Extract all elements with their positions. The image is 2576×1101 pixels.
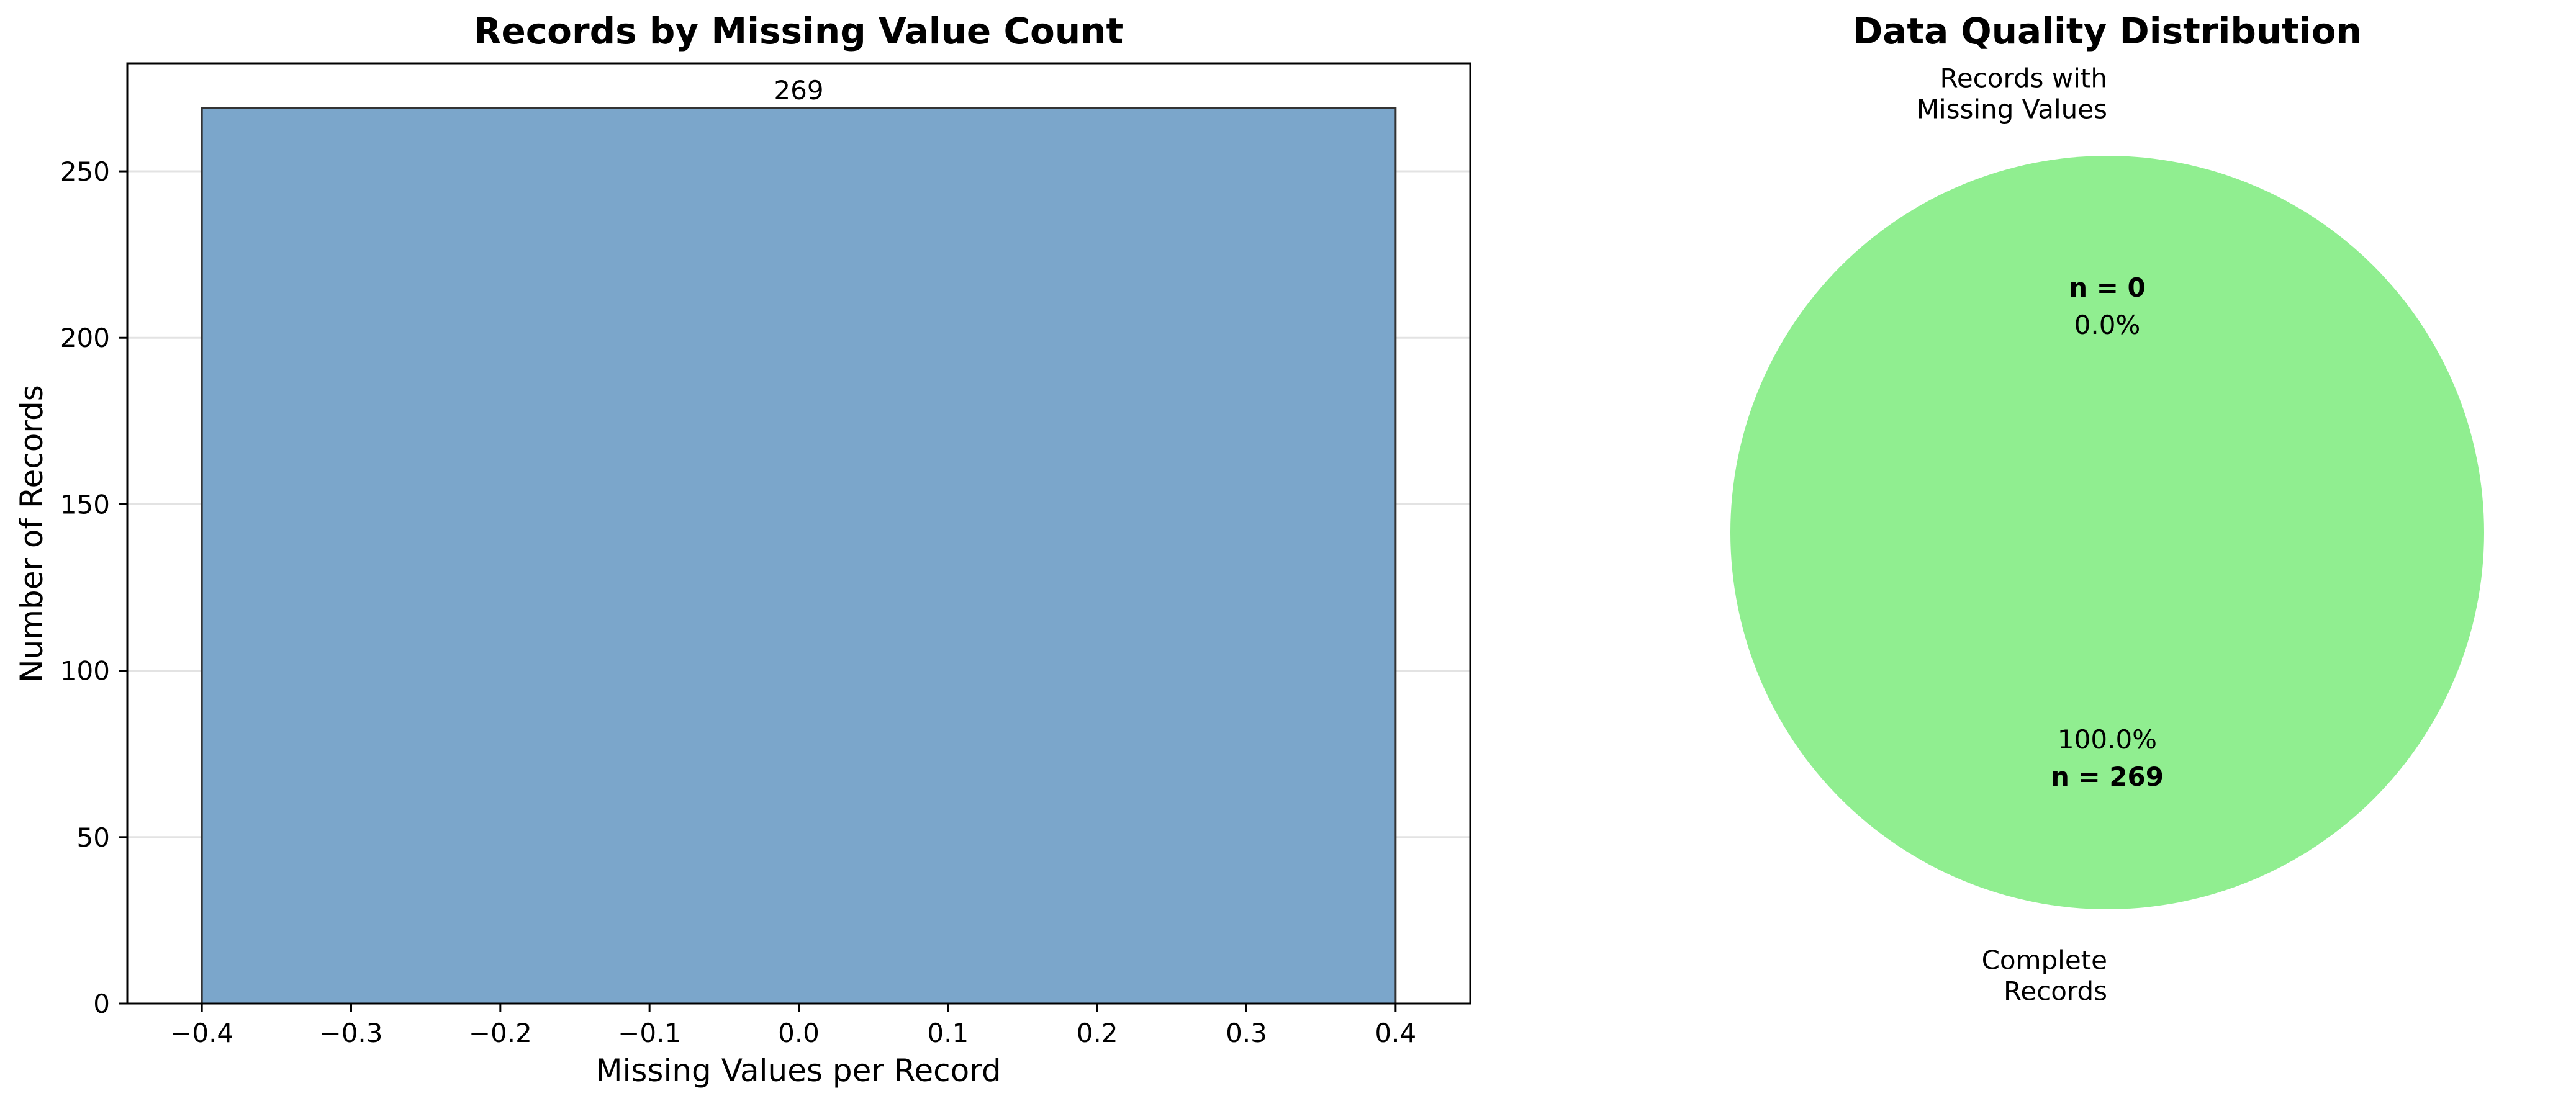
pie-slice xyxy=(1730,156,2484,909)
x-tick-label: 0.1 xyxy=(927,1018,969,1048)
x-tick-label: −0.2 xyxy=(469,1018,532,1048)
pie-category-label: Records with xyxy=(1940,63,2107,93)
pie-category-label: Complete xyxy=(1982,945,2107,976)
pie-chart-slices xyxy=(1730,156,2484,909)
bar-chart-x-axis-label: Missing Values per Record xyxy=(595,1053,1001,1089)
pie-count-label: n = 0 xyxy=(2069,272,2146,303)
x-tick-label: 0.3 xyxy=(1226,1018,1267,1048)
y-tick-label: 150 xyxy=(60,489,110,519)
bar-chart-y-axis-ticks: 0 50 100 150 200 250 xyxy=(60,156,127,1019)
bar xyxy=(201,107,1397,1005)
x-tick-label: −0.3 xyxy=(320,1018,383,1048)
pie-category-label: Missing Values xyxy=(1917,94,2107,124)
y-tick-label: 0 xyxy=(93,989,110,1019)
pie-count-label: n = 269 xyxy=(2051,762,2164,792)
x-tick-label: 0.4 xyxy=(1375,1018,1416,1048)
pie-percent-label: 100.0% xyxy=(2058,724,2157,755)
bar-chart-x-axis-ticks: −0.4 −0.3 −0.2 −0.1 0.0 0.1 0.2 0.3 0.4 xyxy=(170,1004,1416,1048)
bar-chart-bars: 269 xyxy=(201,75,1397,1005)
bar-chart-panel: Records by Missing Value Count 269 −0.4−… xyxy=(14,10,1471,1089)
y-tick-label: 50 xyxy=(77,822,110,853)
bar-data-label: 269 xyxy=(774,75,823,106)
x-tick-label: −0.4 xyxy=(170,1018,233,1048)
pie-chart-title: Data Quality Distribution xyxy=(1853,10,2362,52)
x-tick-label: 0.2 xyxy=(1077,1018,1118,1048)
y-tick-label: 100 xyxy=(60,656,110,686)
bar-chart-title: Records by Missing Value Count xyxy=(474,10,1123,52)
x-tick-label: 0.0 xyxy=(778,1018,820,1048)
bar-chart-y-axis-label: Number of Records xyxy=(14,385,50,683)
y-tick-label: 200 xyxy=(60,323,110,353)
pie-chart-panel: Data Quality Distribution n = 0 0.0% Recor… xyxy=(1730,10,2484,1007)
y-tick-label: 250 xyxy=(60,156,110,187)
pie-percent-label: 0.0% xyxy=(2074,310,2141,340)
x-tick-label: −0.1 xyxy=(618,1018,681,1048)
pie-category-label: Records xyxy=(2004,976,2107,1007)
